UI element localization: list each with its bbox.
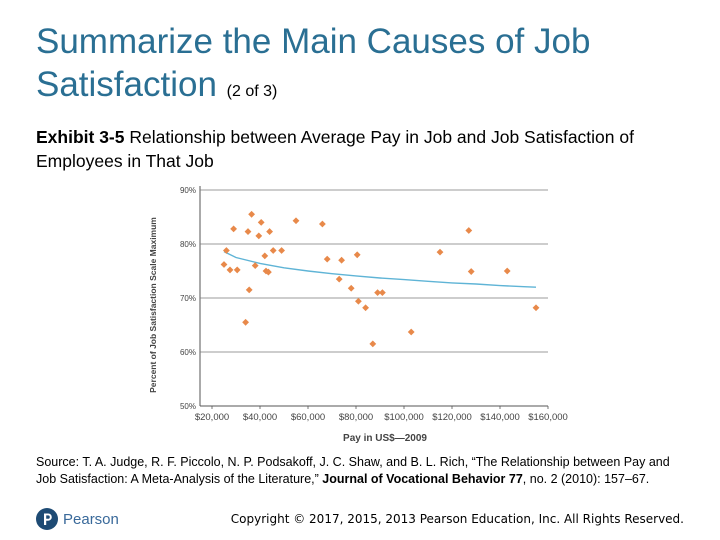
y-tick-label: 60% [180, 348, 196, 357]
y-tick-label: 80% [180, 240, 196, 249]
data-point [233, 266, 241, 274]
data-point [347, 284, 355, 292]
data-point [353, 251, 361, 259]
source-citation: Source: T. A. Judge, R. F. Piccolo, N. P… [36, 454, 686, 487]
data-point [338, 256, 345, 264]
data-point [323, 255, 331, 263]
exhibit-text: Relationship between Average Pay in Job … [36, 127, 634, 171]
x-tick-label: $120,000 [432, 412, 472, 423]
data-point [245, 286, 253, 294]
source-journal: Journal of Vocational Behavior 77 [322, 471, 523, 486]
data-point [335, 275, 343, 283]
scatter-chart: 50% 60% 70% 80% 90% $20,000 $40,000 $60,000 $80,… [148, 186, 568, 444]
x-tick-label: $140,000 [480, 412, 520, 423]
x-tick-label: $100,000 [384, 412, 424, 423]
data-point [242, 318, 249, 326]
data-point [248, 210, 255, 218]
data-point [269, 247, 277, 254]
data-point [255, 232, 263, 240]
pearson-p-icon [36, 508, 58, 530]
data-point [265, 268, 272, 276]
data-point [230, 225, 237, 233]
data-point [532, 304, 540, 312]
tick-layer: 50% 60% 70% 80% 90% $20,000 $40,000 $60,000 $80,… [180, 186, 568, 423]
data-point [251, 262, 259, 269]
trend-line [223, 250, 537, 288]
data-point [292, 217, 300, 225]
data-point [266, 228, 273, 235]
data-point [244, 228, 252, 235]
exhibit-caption: Exhibit 3-5 Relationship between Average… [36, 125, 706, 173]
logo-text: Pearson [63, 510, 119, 528]
data-point [319, 220, 326, 228]
data-point [226, 266, 234, 274]
slide-title-sub: (2 of 3) [226, 83, 278, 100]
slide-title: Summarize the Main Causes of Job Satisfa… [36, 20, 696, 113]
data-point [257, 219, 265, 226]
data-point [223, 247, 230, 254]
data-point [407, 328, 415, 336]
x-tick-label: $80,000 [339, 412, 373, 423]
data-point [261, 252, 269, 260]
y-tick-label: 70% [180, 294, 196, 303]
data-point [436, 248, 444, 256]
grid-layer [199, 186, 549, 409]
y-tick-label: 90% [180, 186, 196, 195]
source-prefix: Source: T. A. Judge, R. F. Piccolo, N. P… [36, 455, 670, 486]
data-point [355, 297, 362, 305]
exhibit-label: Exhibit 3-5 [36, 127, 125, 147]
x-tick-label: $160,000 [528, 412, 568, 423]
x-axis-label: Pay in US$—2009 [343, 433, 427, 444]
point-layer [220, 210, 540, 348]
data-point [467, 268, 475, 275]
data-point [220, 261, 228, 268]
data-point [503, 267, 511, 275]
data-point [379, 289, 386, 296]
x-tick-label: $40,000 [243, 412, 277, 423]
x-tick-label: $60,000 [291, 412, 325, 423]
data-point [362, 304, 369, 312]
trend-layer [223, 250, 537, 288]
copyright-notice: Copyright © 2017, 2015, 2013 Pearson Edu… [230, 512, 684, 526]
y-tick-label: 50% [180, 402, 196, 411]
source-suffix: , no. 2 (2010): 157–67. [522, 471, 650, 486]
x-tick-label: $20,000 [195, 412, 229, 423]
data-point [465, 227, 473, 234]
slide-title-main: Summarize the Main Causes of Job Satisfa… [36, 22, 591, 104]
data-point [278, 247, 285, 254]
data-point [369, 340, 377, 348]
pearson-logo: Pearson [36, 508, 119, 530]
data-point [374, 289, 381, 296]
y-axis-label: Percent of Job Satisfaction Scale Maximu… [148, 217, 158, 393]
